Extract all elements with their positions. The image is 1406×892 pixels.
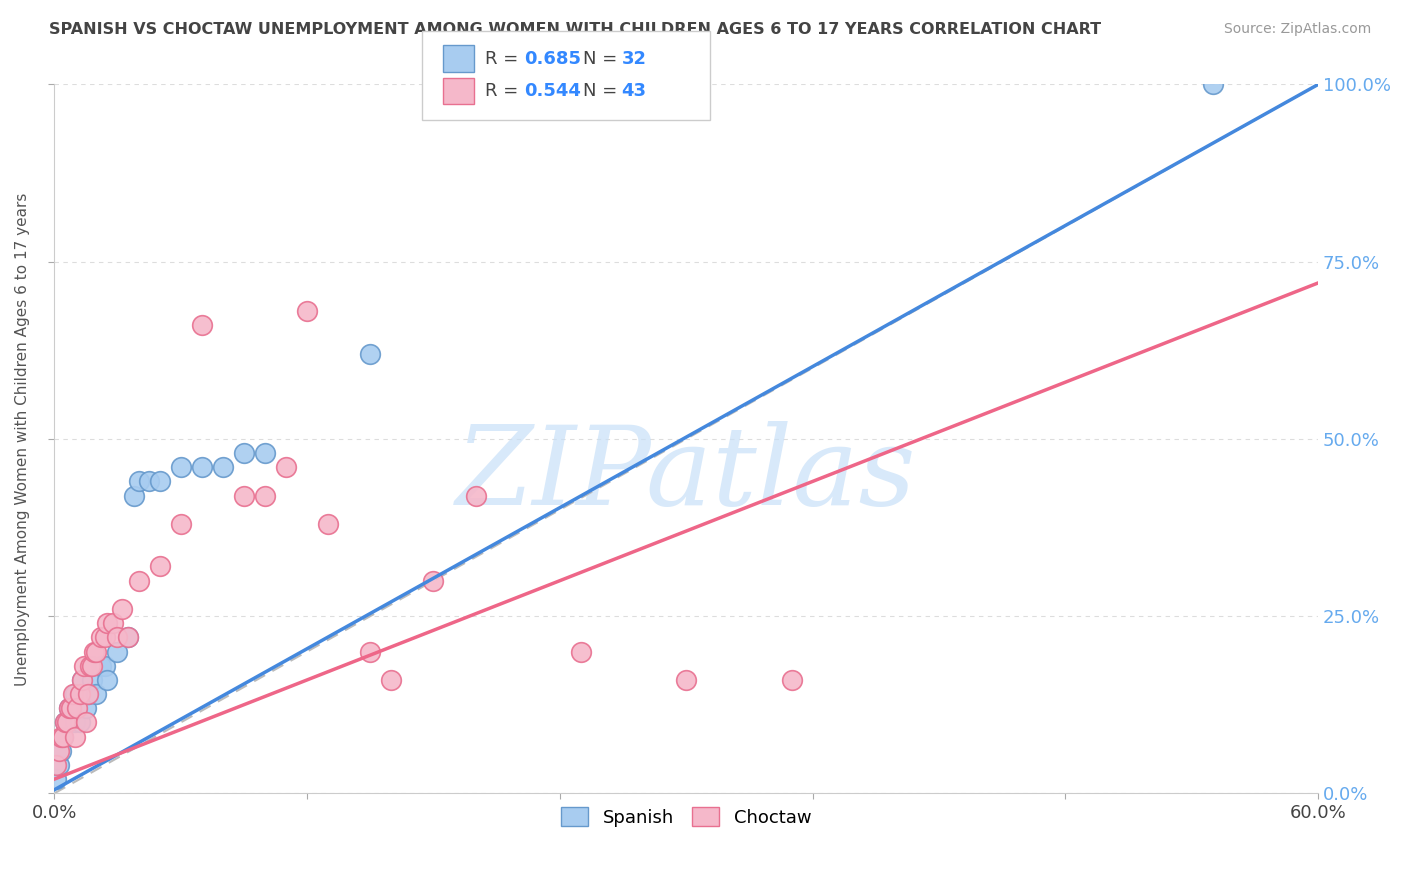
Point bbox=[60, 701, 83, 715]
Point bbox=[53, 715, 76, 730]
Point bbox=[253, 489, 276, 503]
Point bbox=[90, 631, 112, 645]
Point bbox=[66, 701, 89, 715]
Text: Source: ZipAtlas.com: Source: ZipAtlas.com bbox=[1223, 22, 1371, 37]
Point bbox=[190, 460, 212, 475]
Point bbox=[232, 489, 254, 503]
Text: N =: N = bbox=[583, 82, 623, 100]
Point bbox=[58, 701, 80, 715]
Point bbox=[1202, 78, 1225, 92]
Point bbox=[79, 658, 101, 673]
Point bbox=[107, 644, 129, 658]
Y-axis label: Unemployment Among Women with Children Ages 6 to 17 years: Unemployment Among Women with Children A… bbox=[15, 192, 30, 686]
Point bbox=[190, 318, 212, 333]
Point bbox=[62, 687, 84, 701]
Point bbox=[253, 446, 276, 460]
Point bbox=[70, 673, 93, 687]
Text: R =: R = bbox=[485, 50, 524, 68]
Point bbox=[45, 758, 67, 772]
Point bbox=[86, 687, 108, 701]
Point bbox=[83, 644, 105, 658]
Point bbox=[70, 673, 93, 687]
Point bbox=[52, 730, 75, 744]
Point bbox=[48, 758, 70, 772]
Point bbox=[464, 489, 486, 503]
Point bbox=[117, 631, 139, 645]
Point bbox=[77, 687, 100, 701]
Point bbox=[82, 658, 104, 673]
Point bbox=[52, 730, 75, 744]
Point bbox=[49, 730, 72, 744]
Text: 0.544: 0.544 bbox=[524, 82, 581, 100]
Point bbox=[149, 475, 172, 489]
Point bbox=[569, 644, 592, 658]
Point bbox=[138, 475, 160, 489]
Point bbox=[49, 744, 72, 758]
Point bbox=[780, 673, 803, 687]
Point bbox=[111, 602, 134, 616]
Point bbox=[45, 772, 67, 787]
Point bbox=[69, 715, 91, 730]
Point bbox=[53, 715, 76, 730]
Point bbox=[359, 347, 381, 361]
Point bbox=[170, 516, 193, 531]
Point bbox=[60, 701, 83, 715]
Text: R =: R = bbox=[485, 82, 524, 100]
Point bbox=[232, 446, 254, 460]
Point bbox=[675, 673, 697, 687]
Point bbox=[90, 658, 112, 673]
Point bbox=[69, 687, 91, 701]
Point bbox=[96, 616, 118, 631]
Text: N =: N = bbox=[583, 50, 623, 68]
Point bbox=[77, 687, 100, 701]
Point bbox=[96, 673, 118, 687]
Point bbox=[75, 701, 97, 715]
Point bbox=[295, 304, 318, 318]
Point bbox=[75, 715, 97, 730]
Text: 43: 43 bbox=[621, 82, 647, 100]
Point bbox=[65, 730, 87, 744]
Point bbox=[117, 631, 139, 645]
Point bbox=[56, 715, 79, 730]
Point bbox=[65, 715, 87, 730]
Point bbox=[56, 715, 79, 730]
Text: ZIPatlas: ZIPatlas bbox=[456, 421, 917, 528]
Text: 32: 32 bbox=[621, 50, 647, 68]
Point bbox=[86, 644, 108, 658]
Point bbox=[422, 574, 444, 588]
Point bbox=[48, 744, 70, 758]
Point bbox=[274, 460, 297, 475]
Text: 0.685: 0.685 bbox=[524, 50, 582, 68]
Legend: Spanish, Choctaw: Spanish, Choctaw bbox=[554, 800, 818, 834]
Point bbox=[211, 460, 233, 475]
Point bbox=[103, 616, 125, 631]
Text: SPANISH VS CHOCTAW UNEMPLOYMENT AMONG WOMEN WITH CHILDREN AGES 6 TO 17 YEARS COR: SPANISH VS CHOCTAW UNEMPLOYMENT AMONG WO… bbox=[49, 22, 1101, 37]
Point bbox=[149, 559, 172, 574]
Point bbox=[82, 673, 104, 687]
Point bbox=[170, 460, 193, 475]
Point bbox=[73, 658, 96, 673]
Point bbox=[124, 489, 146, 503]
Point bbox=[58, 701, 80, 715]
Point bbox=[359, 644, 381, 658]
Point bbox=[65, 687, 87, 701]
Point bbox=[94, 631, 117, 645]
Point bbox=[128, 574, 150, 588]
Point bbox=[316, 516, 339, 531]
Point bbox=[94, 658, 117, 673]
Point bbox=[128, 475, 150, 489]
Point bbox=[380, 673, 402, 687]
Point bbox=[107, 631, 129, 645]
